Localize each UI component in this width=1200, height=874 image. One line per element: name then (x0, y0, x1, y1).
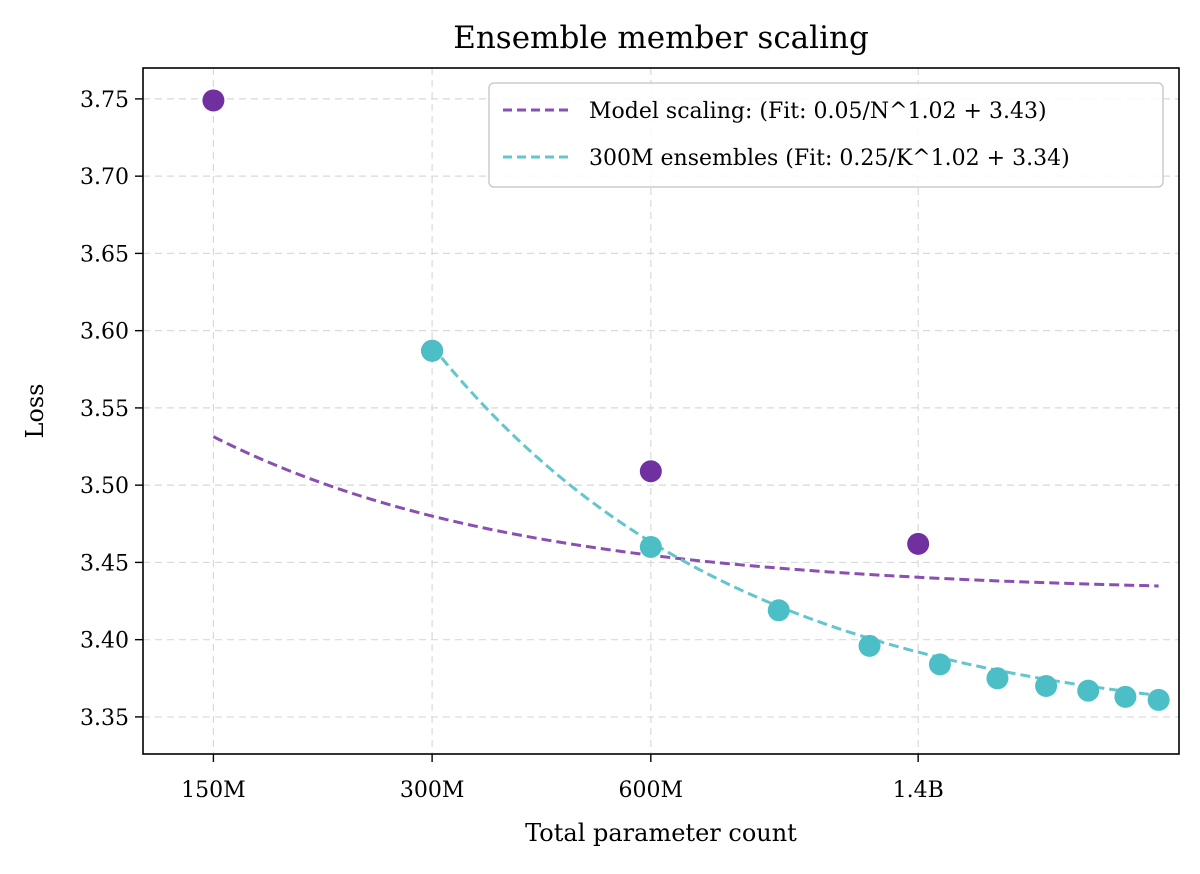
data-point-300m-ensembles-3 (858, 634, 881, 657)
chart-title: Ensemble member scaling (453, 20, 869, 56)
data-point-300m-ensembles-2 (767, 599, 790, 622)
y-tick-label-8: 3.35 (80, 706, 129, 731)
fit-curve-300m-ensembles (430, 345, 1159, 697)
legend-label-model-scaling: Model scaling: (Fit: 0.05/N^1.02 + 3.43) (589, 99, 1047, 124)
y-tick-label-2: 3.65 (80, 242, 129, 267)
fit-curve-model-scaling (212, 435, 1159, 588)
data-point-300m-ensembles-7 (1077, 679, 1100, 702)
legend-box (488, 82, 1164, 188)
x-tick-label-0: 150M (181, 778, 246, 803)
y-tick-label-7: 3.40 (80, 629, 129, 654)
plot-area-frame (142, 67, 1180, 755)
y-tick-label-5: 3.50 (80, 474, 129, 499)
data-point-300m-ensembles-1 (639, 535, 662, 558)
data-point-300m-ensembles-0 (421, 339, 444, 362)
y-tick-label-1: 3.70 (80, 165, 129, 190)
y-axis-label: Loss (21, 383, 49, 438)
data-point-model-scaling-0 (202, 89, 225, 112)
x-tick-label-2: 600M (619, 778, 684, 803)
x-axis-label: Total parameter count (525, 819, 797, 847)
y-tick-label-3: 3.60 (80, 320, 129, 345)
data-point-300m-ensembles-4 (928, 653, 951, 676)
y-tick-label-0: 3.75 (80, 88, 129, 113)
axis-ticks: 3.75 3.70 3.65 3.60 3.55 3.50 3.45 3.40 3.35 150M… (80, 88, 944, 803)
data-point-300m-ensembles-9 (1147, 688, 1170, 711)
legend: Model scaling: (Fit: 0.05/N^1.02 + 3.43)… (488, 82, 1164, 188)
data-point-300m-ensembles-5 (986, 667, 1009, 690)
x-tick-label-1: 300M (400, 778, 465, 803)
y-tick-label-4: 3.55 (80, 397, 129, 422)
data-point-300m-ensembles-6 (1035, 675, 1058, 698)
data-point-model-scaling-3 (907, 532, 930, 555)
y-tick-label-6: 3.45 (80, 551, 129, 576)
data-point-300m-ensembles-8 (1114, 685, 1137, 708)
data-point-model-scaling-2 (639, 460, 662, 483)
plot-series (202, 89, 1170, 711)
x-tick-label-3: 1.4B (893, 778, 944, 803)
legend-label-300m-ensembles: 300M ensembles (Fit: 0.25/K^1.02 + 3.34) (589, 146, 1070, 171)
